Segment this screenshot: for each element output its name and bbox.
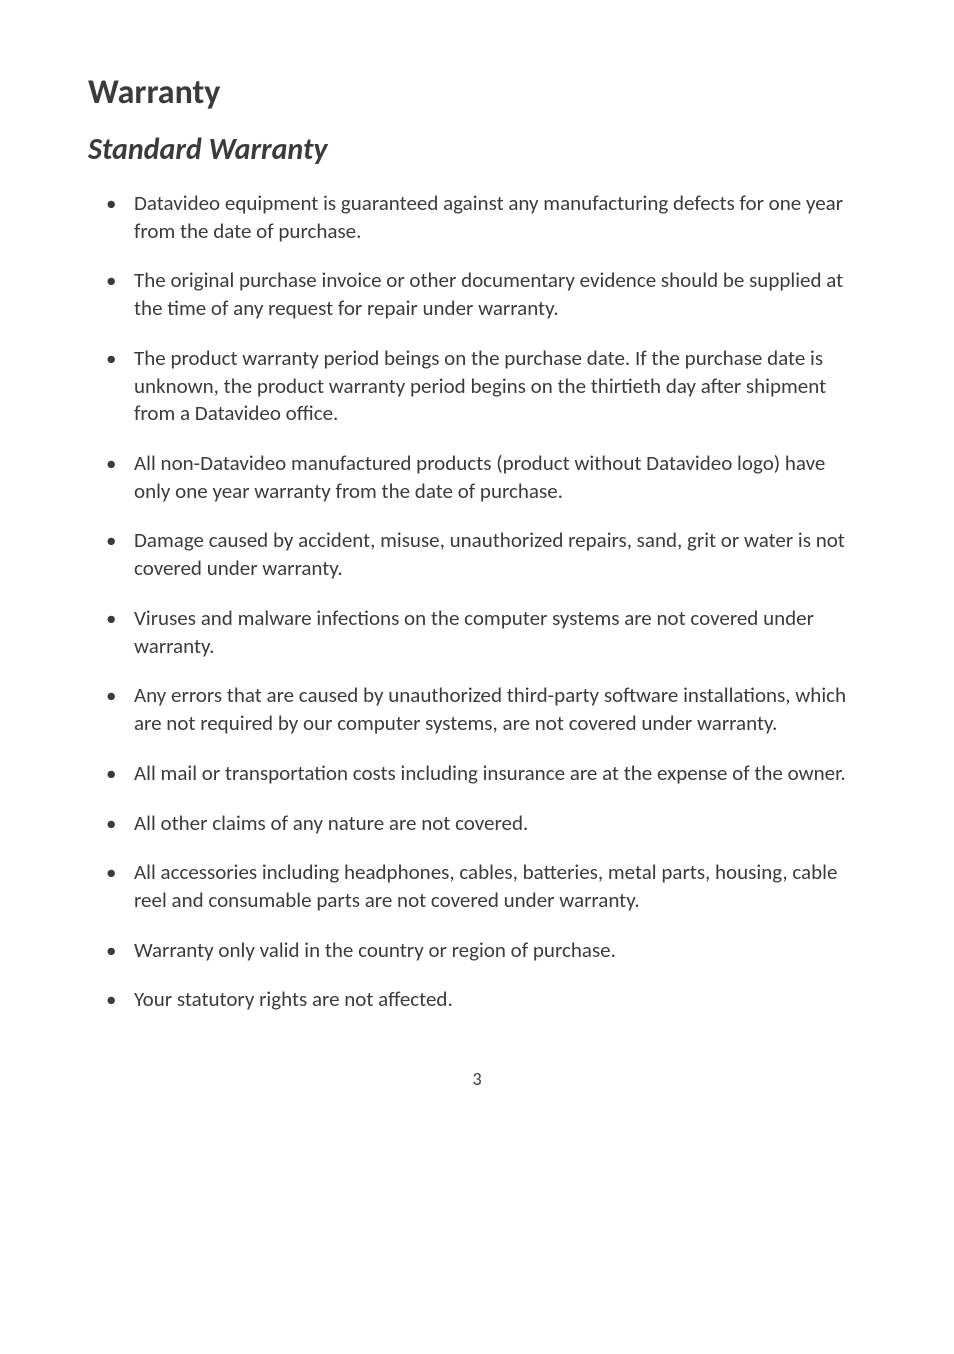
list-item: Warranty only valid in the country or re…: [88, 937, 866, 965]
page-number: 3: [88, 1068, 866, 1090]
list-item: Viruses and malware infections on the co…: [88, 605, 866, 660]
page-subtitle: Standard Warranty: [88, 131, 866, 168]
list-item: Any errors that are caused by unauthoriz…: [88, 682, 866, 737]
list-item: Your statutory rights are not affected.: [88, 986, 866, 1014]
list-item: All non-Datavideo manufactured products …: [88, 450, 866, 505]
list-item: Damage caused by accident, misuse, unaut…: [88, 527, 866, 582]
list-item: Datavideo equipment is guaranteed agains…: [88, 190, 866, 245]
list-item: All other claims of any nature are not c…: [88, 810, 866, 838]
list-item: The product warranty period beings on th…: [88, 345, 866, 428]
page-title: Warranty: [88, 72, 866, 113]
warranty-bullet-list: Datavideo equipment is guaranteed agains…: [88, 190, 866, 1014]
list-item: All accessories including headphones, ca…: [88, 859, 866, 914]
document-page: Warranty Standard Warranty Datavideo equ…: [0, 0, 954, 1130]
list-item: The original purchase invoice or other d…: [88, 267, 866, 322]
list-item: All mail or transportation costs includi…: [88, 760, 866, 788]
